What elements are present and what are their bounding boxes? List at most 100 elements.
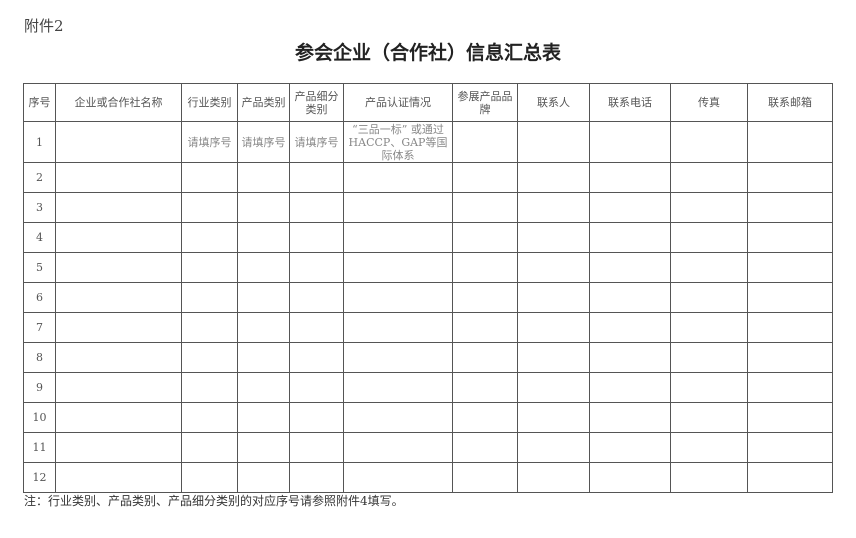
fax-cell[interactable] (670, 402, 748, 433)
certification-cell[interactable] (343, 162, 453, 193)
subcategory-cell[interactable] (289, 372, 344, 403)
phone-cell[interactable] (589, 222, 671, 253)
phone-cell[interactable] (589, 462, 671, 493)
industry-cell[interactable] (181, 192, 238, 223)
email-cell[interactable] (747, 432, 833, 463)
product-cell[interactable] (237, 372, 290, 403)
certification-cell[interactable]: “三品一标” 或通过HACCP、GAP等国际体系 (343, 121, 453, 163)
product-cell[interactable] (237, 162, 290, 193)
subcategory-cell[interactable] (289, 402, 344, 433)
phone-cell[interactable] (589, 192, 671, 223)
email-cell[interactable] (747, 402, 833, 433)
brand-cell[interactable] (452, 282, 518, 313)
industry-cell[interactable] (181, 282, 238, 313)
name-cell[interactable] (55, 432, 182, 463)
phone-cell[interactable] (589, 162, 671, 193)
product-cell[interactable] (237, 252, 290, 283)
certification-cell[interactable] (343, 402, 453, 433)
name-cell[interactable] (55, 222, 182, 253)
fax-cell[interactable] (670, 162, 748, 193)
industry-cell[interactable] (181, 402, 238, 433)
industry-cell[interactable] (181, 252, 238, 283)
fax-cell[interactable] (670, 121, 748, 163)
fax-cell[interactable] (670, 192, 748, 223)
fax-cell[interactable] (670, 252, 748, 283)
subcategory-cell[interactable] (289, 312, 344, 343)
contact-cell[interactable] (517, 312, 590, 343)
subcategory-cell[interactable] (289, 252, 344, 283)
name-cell[interactable] (55, 192, 182, 223)
contact-cell[interactable] (517, 372, 590, 403)
contact-cell[interactable] (517, 342, 590, 373)
brand-cell[interactable] (452, 462, 518, 493)
phone-cell[interactable] (589, 372, 671, 403)
phone-cell[interactable] (589, 342, 671, 373)
industry-cell[interactable] (181, 372, 238, 403)
product-cell[interactable] (237, 462, 290, 493)
subcategory-cell[interactable] (289, 162, 344, 193)
phone-cell[interactable] (589, 121, 671, 163)
brand-cell[interactable] (452, 432, 518, 463)
subcategory-cell[interactable] (289, 342, 344, 373)
subcategory-cell[interactable] (289, 462, 344, 493)
email-cell[interactable] (747, 342, 833, 373)
certification-cell[interactable] (343, 282, 453, 313)
subcategory-cell[interactable] (289, 192, 344, 223)
product-cell[interactable] (237, 342, 290, 373)
brand-cell[interactable] (452, 121, 518, 163)
contact-cell[interactable] (517, 282, 590, 313)
name-cell[interactable] (55, 282, 182, 313)
email-cell[interactable] (747, 252, 833, 283)
industry-cell[interactable] (181, 222, 238, 253)
certification-cell[interactable] (343, 222, 453, 253)
brand-cell[interactable] (452, 342, 518, 373)
brand-cell[interactable] (452, 312, 518, 343)
product-cell[interactable] (237, 312, 290, 343)
industry-cell[interactable] (181, 462, 238, 493)
email-cell[interactable] (747, 192, 833, 223)
certification-cell[interactable] (343, 252, 453, 283)
industry-cell[interactable] (181, 432, 238, 463)
name-cell[interactable] (55, 462, 182, 493)
brand-cell[interactable] (452, 192, 518, 223)
brand-cell[interactable] (452, 222, 518, 253)
certification-cell[interactable] (343, 372, 453, 403)
certification-cell[interactable] (343, 432, 453, 463)
fax-cell[interactable] (670, 222, 748, 253)
subcategory-cell[interactable]: 请填序号 (289, 121, 344, 163)
industry-cell[interactable]: 请填序号 (181, 121, 238, 163)
email-cell[interactable] (747, 282, 833, 313)
industry-cell[interactable] (181, 162, 238, 193)
email-cell[interactable] (747, 462, 833, 493)
subcategory-cell[interactable] (289, 432, 344, 463)
fax-cell[interactable] (670, 282, 748, 313)
industry-cell[interactable] (181, 342, 238, 373)
email-cell[interactable] (747, 372, 833, 403)
contact-cell[interactable] (517, 222, 590, 253)
contact-cell[interactable] (517, 121, 590, 163)
email-cell[interactable] (747, 312, 833, 343)
name-cell[interactable] (55, 402, 182, 433)
phone-cell[interactable] (589, 402, 671, 433)
brand-cell[interactable] (452, 372, 518, 403)
contact-cell[interactable] (517, 432, 590, 463)
fax-cell[interactable] (670, 342, 748, 373)
contact-cell[interactable] (517, 462, 590, 493)
fax-cell[interactable] (670, 462, 748, 493)
phone-cell[interactable] (589, 312, 671, 343)
email-cell[interactable] (747, 162, 833, 193)
phone-cell[interactable] (589, 252, 671, 283)
fax-cell[interactable] (670, 432, 748, 463)
name-cell[interactable] (55, 252, 182, 283)
brand-cell[interactable] (452, 402, 518, 433)
name-cell[interactable] (55, 372, 182, 403)
product-cell[interactable] (237, 222, 290, 253)
product-cell[interactable] (237, 282, 290, 313)
contact-cell[interactable] (517, 162, 590, 193)
name-cell[interactable] (55, 312, 182, 343)
phone-cell[interactable] (589, 282, 671, 313)
industry-cell[interactable] (181, 312, 238, 343)
contact-cell[interactable] (517, 252, 590, 283)
brand-cell[interactable] (452, 162, 518, 193)
certification-cell[interactable] (343, 312, 453, 343)
